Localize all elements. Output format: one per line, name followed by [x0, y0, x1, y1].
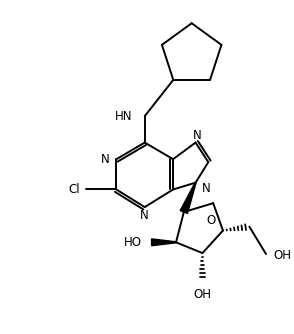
Text: N: N: [201, 182, 210, 195]
Text: O: O: [207, 214, 216, 227]
Polygon shape: [180, 182, 196, 213]
Text: OH: OH: [193, 288, 211, 301]
Text: Cl: Cl: [69, 183, 80, 196]
Text: N: N: [101, 153, 110, 166]
Text: OH: OH: [274, 249, 292, 263]
Polygon shape: [152, 239, 176, 246]
Text: N: N: [193, 129, 202, 142]
Text: HN: HN: [115, 110, 132, 123]
Text: HO: HO: [124, 236, 142, 249]
Text: N: N: [140, 209, 149, 222]
